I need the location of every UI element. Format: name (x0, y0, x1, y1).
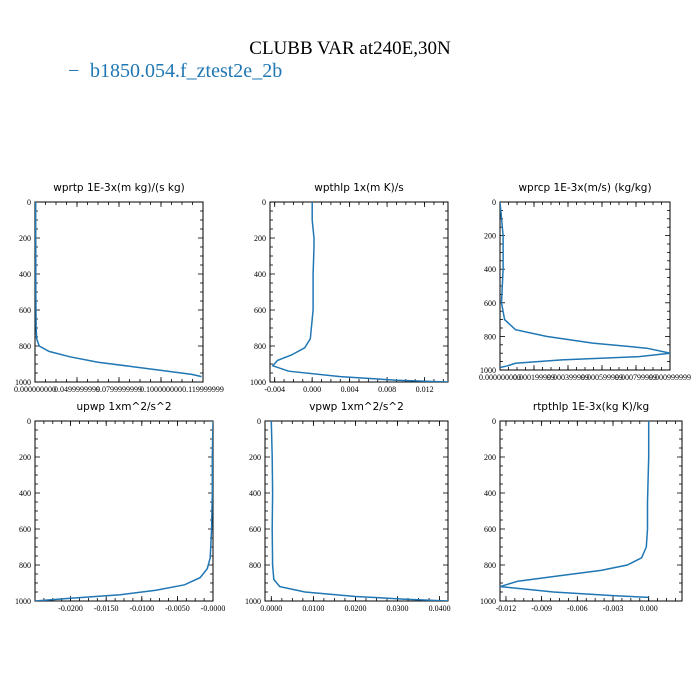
y-tick-label: 0 (262, 198, 266, 207)
y-tick-label: 400 (19, 489, 31, 498)
chart-panel: rtpthlp 1E-3x(kg K)/kg02004006008001000-… (480, 401, 683, 613)
x-tick-label: -0.006 (567, 604, 588, 613)
x-tick-label: -0.012 (496, 604, 517, 613)
chart-panel: wprtp 1E-3x(m kg)/(s kg) 0 200 400 600 800 100… (14, 182, 224, 394)
x-tick-label: 0.0000 (260, 604, 282, 613)
x-tick-label: -0.004 (264, 385, 285, 394)
y-tick-label: 0 (257, 417, 261, 426)
y-tick-label: 200 (19, 453, 31, 462)
legend-label: b1850.054.f_ztest2e_2b (90, 60, 282, 82)
x-tick-label: 0.0499999999 (54, 385, 100, 394)
chart-panel: wpthlp 1x(m K)/s 0 200 400 600 800 1000-0.004 0… (250, 182, 449, 394)
y-tick-label: 200 (484, 453, 496, 462)
series-line (35, 202, 202, 378)
plot-frame (499, 420, 683, 602)
y-tick-label: 200 (254, 234, 266, 243)
x-tick-label: 0.000199999 (513, 373, 555, 382)
plot-frame (499, 201, 671, 371)
y-tick-label: 1000 (480, 366, 496, 375)
y-tick-label: 200 (19, 234, 31, 243)
x-tick-label: 0.000599999 (581, 373, 623, 382)
x-tick-label: 0.000799999 (615, 373, 657, 382)
y-tick-label: 400 (19, 270, 31, 279)
panel-title: vpwp 1xm^2/s^2 (309, 401, 404, 413)
y-tick-label: 200 (249, 453, 261, 462)
x-tick-label: 0.0200 (344, 604, 366, 613)
panel-title: wpthlp 1x(m K)/s (314, 182, 404, 194)
x-tick-label: 0.000000000 (14, 385, 56, 394)
panel-grid: wprtp 1E-3x(m kg)/(s kg) 0 200 400 600 800 100… (14, 182, 691, 613)
series-line (271, 202, 448, 382)
chart-panel: vpwp 1xm^2/s^2 0 200 400 600 800 10000.0000 0.0… (245, 401, 451, 613)
y-tick-label: 0 (492, 198, 496, 207)
y-tick-label: 1000 (15, 378, 31, 387)
y-tick-label: 800 (19, 561, 31, 570)
y-tick-label: 400 (254, 270, 266, 279)
y-tick-label: 800 (484, 561, 496, 570)
x-tick-label: 0.0100 (302, 604, 324, 613)
x-tick-label: 0.0799999999 (96, 385, 142, 394)
series-line (270, 421, 448, 601)
series-line (35, 421, 213, 601)
y-tick-label: 0 (27, 198, 31, 207)
panel-title: upwp 1xm^2/s^2 (77, 401, 172, 413)
y-tick-label: 600 (249, 525, 261, 534)
x-tick-label: -0.003 (603, 604, 624, 613)
plot-frame (34, 420, 214, 602)
y-tick-label: 800 (19, 342, 31, 351)
legend-line: − (68, 60, 79, 82)
chart-panel: wprcp 1E-3x(m/s) (kg/kg) 0 200 400 600 800 100… (479, 182, 691, 382)
y-tick-label: 1000 (480, 597, 496, 606)
y-tick-label: 0 (492, 417, 496, 426)
panel-title: wprcp 1E-3x(m/s) (kg/kg) (518, 182, 651, 194)
y-tick-label: 400 (484, 265, 496, 274)
x-tick-label: 0.100000000 (140, 385, 182, 394)
series-line (500, 421, 650, 599)
y-tick-label: 1000 (15, 597, 31, 606)
y-tick-label: 600 (19, 525, 31, 534)
x-tick-label: -0.0150 (94, 604, 119, 613)
x-tick-label: -0.009 (531, 604, 552, 613)
y-tick-label: 800 (249, 561, 261, 570)
x-tick-label: 0.000999999 (649, 373, 691, 382)
x-tick-label: -0.0000 (201, 604, 226, 613)
y-tick-label: 600 (254, 306, 266, 315)
x-tick-label: 0.000 (640, 604, 658, 613)
plot-frame (264, 420, 449, 602)
y-tick-label: 400 (249, 489, 261, 498)
y-tick-label: 800 (484, 332, 496, 341)
x-tick-label: -0.0050 (165, 604, 190, 613)
y-tick-label: 800 (254, 342, 266, 351)
plot-frame (269, 201, 449, 383)
y-tick-label: 600 (19, 306, 31, 315)
x-tick-label: -0.0200 (58, 604, 83, 613)
y-tick-label: 1000 (245, 597, 261, 606)
x-tick-label: 0.004 (341, 385, 359, 394)
series-line (500, 202, 670, 369)
panel-title: wprtp 1E-3x(m kg)/(s kg) (53, 182, 184, 194)
x-tick-label: 0.000000000 (479, 373, 521, 382)
x-tick-label: 0.000399999 (547, 373, 589, 382)
y-tick-label: 0 (27, 417, 31, 426)
y-tick-label: 1000 (250, 378, 266, 387)
x-tick-label: 0.0300 (387, 604, 409, 613)
y-tick-label: 200 (484, 232, 496, 241)
x-tick-label: 0.0400 (429, 604, 451, 613)
y-tick-label: 600 (484, 525, 496, 534)
x-tick-label: 0.012 (416, 385, 434, 394)
x-tick-label: 0.000 (303, 385, 321, 394)
panel-title: rtpthlp 1E-3x(kg K)/kg (533, 401, 649, 413)
x-tick-label: -0.0100 (129, 604, 154, 613)
x-tick-label: 0.008 (378, 385, 396, 394)
y-tick-label: 600 (484, 299, 496, 308)
legend: − b1850.054.f_ztest2e_2b (68, 60, 282, 82)
chart-panel: upwp 1xm^2/s^2 0 200 400 600 800 1000 -0.0200 -0… (15, 401, 225, 613)
x-tick-label: 0.119999999 (182, 385, 224, 394)
y-tick-label: 400 (484, 489, 496, 498)
figure-title: CLUBB VAR at240E,30N (249, 38, 451, 59)
